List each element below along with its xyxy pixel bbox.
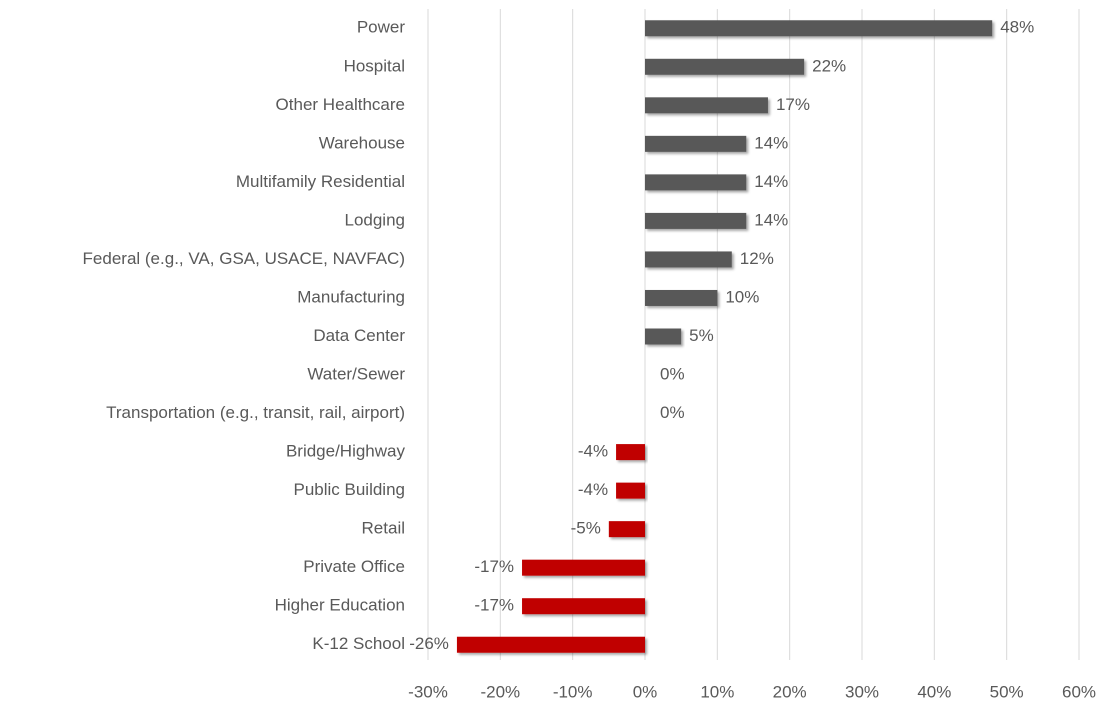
y-tick-label: Lodging bbox=[344, 210, 405, 229]
data-label: -5% bbox=[571, 519, 601, 538]
data-label: 17% bbox=[776, 95, 810, 114]
data-label: 12% bbox=[740, 249, 774, 268]
y-tick-label: Public Building bbox=[293, 480, 405, 499]
y-tick-label: Higher Education bbox=[275, 596, 405, 615]
y-tick-label: Private Office bbox=[303, 557, 405, 576]
x-tick-label: -20% bbox=[480, 682, 520, 701]
bar bbox=[616, 482, 645, 499]
y-tick-label: Bridge/Highway bbox=[286, 442, 406, 461]
y-tick-label: Manufacturing bbox=[297, 287, 405, 306]
bar bbox=[522, 559, 645, 576]
bar bbox=[608, 521, 645, 538]
y-tick-label: Transportation (e.g., transit, rail, air… bbox=[106, 403, 405, 422]
bar bbox=[645, 135, 747, 152]
data-label: 14% bbox=[754, 210, 788, 229]
data-label: -17% bbox=[474, 557, 514, 576]
x-tick-label: 20% bbox=[773, 682, 807, 701]
y-tick-label: Multifamily Residential bbox=[236, 172, 405, 191]
data-label: -17% bbox=[474, 596, 514, 615]
bar bbox=[645, 174, 747, 191]
bar bbox=[645, 58, 805, 75]
bar bbox=[456, 636, 645, 653]
bar bbox=[616, 444, 645, 461]
data-label: 0% bbox=[660, 365, 685, 384]
bar bbox=[645, 251, 732, 268]
y-tick-label: Other Healthcare bbox=[276, 95, 405, 114]
x-tick-label: -10% bbox=[553, 682, 593, 701]
data-label: -26% bbox=[409, 634, 449, 653]
bar bbox=[522, 598, 645, 615]
data-label: 14% bbox=[754, 172, 788, 191]
y-tick-label: Power bbox=[357, 18, 406, 37]
data-label: 0% bbox=[660, 403, 685, 422]
y-tick-label: Hospital bbox=[344, 56, 405, 75]
bar bbox=[645, 289, 718, 306]
x-tick-label: 40% bbox=[917, 682, 951, 701]
y-tick-label: Warehouse bbox=[319, 133, 405, 152]
x-tick-label: 30% bbox=[845, 682, 879, 701]
x-tick-label: 10% bbox=[700, 682, 734, 701]
y-tick-label: Data Center bbox=[313, 326, 405, 345]
y-tick-label: Water/Sewer bbox=[307, 365, 405, 384]
data-label: 10% bbox=[725, 287, 759, 306]
data-label: 22% bbox=[812, 56, 846, 75]
y-tick-label: Federal (e.g., VA, GSA, USACE, NAVFAC) bbox=[83, 249, 405, 268]
bar bbox=[645, 97, 768, 114]
bar bbox=[645, 20, 993, 37]
data-label: 5% bbox=[689, 326, 714, 345]
data-label: 48% bbox=[1000, 18, 1034, 37]
x-tick-label: 50% bbox=[990, 682, 1024, 701]
bar bbox=[645, 328, 682, 345]
x-tick-label: 60% bbox=[1062, 682, 1096, 701]
data-label: -4% bbox=[578, 442, 608, 461]
y-tick-label: K-12 School bbox=[312, 634, 405, 653]
x-tick-label: -30% bbox=[408, 682, 448, 701]
y-tick-label: Retail bbox=[362, 519, 405, 538]
bar bbox=[645, 212, 747, 229]
data-label: -4% bbox=[578, 480, 608, 499]
data-label: 14% bbox=[754, 133, 788, 152]
x-tick-label: 0% bbox=[633, 682, 658, 701]
